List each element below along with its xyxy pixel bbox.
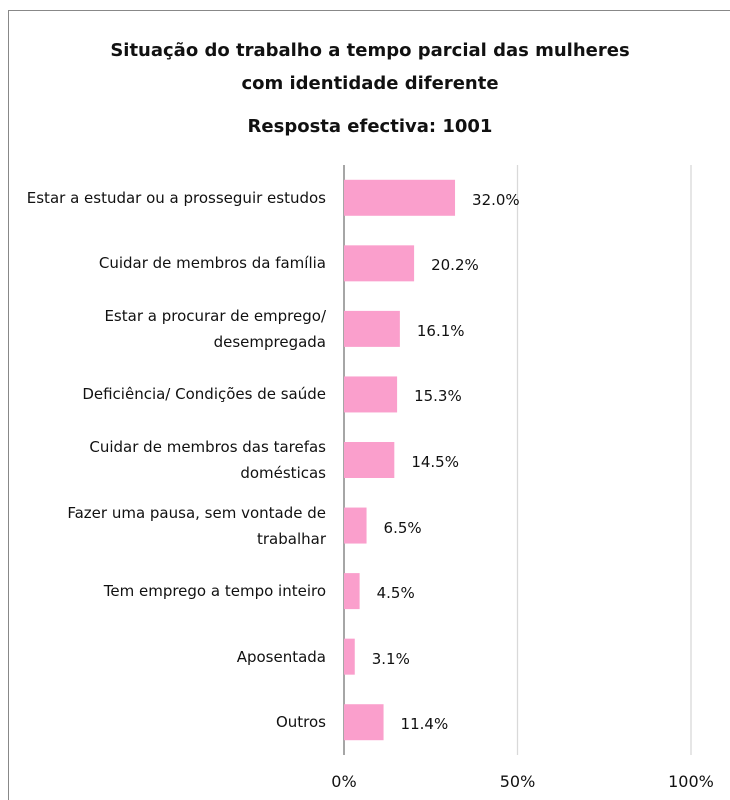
chart-title: Situação do trabalho a tempo parcial das… [110, 40, 630, 94]
bar [344, 573, 360, 610]
value-label: 20.2% [431, 256, 479, 275]
y-tick-label: Aposentada [236, 647, 326, 666]
y-tick-label: Tem emprego a tempo inteiro [103, 582, 326, 601]
value-label: 16.1% [416, 321, 465, 340]
chart-frame [8, 10, 730, 800]
x-tick-label: 100% [668, 772, 714, 791]
bar [344, 376, 398, 413]
y-tick-label: Estar a estudar ou a prosseguir estudos [26, 188, 326, 207]
value-label: 4.5% [376, 584, 415, 603]
bar [344, 179, 456, 216]
value-label: 6.5% [383, 518, 422, 537]
bar [344, 638, 355, 675]
bar [344, 507, 367, 544]
value-label: 11.4% [400, 715, 449, 734]
value-label: 3.1% [371, 649, 410, 668]
chart-subtitle: Resposta efectiva: 1001 [247, 116, 493, 137]
y-tick-label: Outros [275, 713, 326, 732]
bar [344, 704, 384, 741]
x-tick-label: 50% [499, 772, 536, 791]
y-tick-label: Estar a procurar de emprego/ desempregad… [104, 306, 326, 351]
y-tick-label: Fazer uma pausa, sem vontade de trabalha… [67, 503, 326, 548]
value-label: 15.3% [414, 387, 462, 406]
bar [344, 245, 415, 282]
value-label: 14.5% [411, 453, 459, 471]
x-tick-label: 0% [331, 772, 357, 791]
bar [344, 310, 400, 347]
y-tick-label: Cuidar de membros da família [98, 254, 326, 273]
bar [344, 442, 395, 478]
value-label: 32.0% [472, 190, 520, 209]
y-tick-label: Cuidar de membros das tarefas domésticas [89, 437, 326, 482]
y-tick-label: Deficiência/ Condições de saúde [82, 385, 326, 404]
